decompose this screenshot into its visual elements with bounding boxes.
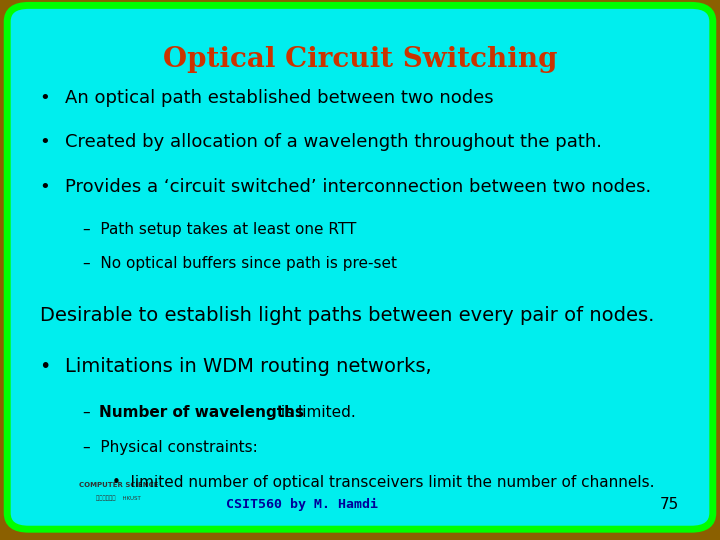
Text: Desirable to establish light paths between every pair of nodes.: Desirable to establish light paths betwe… (40, 306, 654, 325)
Text: Provides a ‘circuit switched’ interconnection between two nodes.: Provides a ‘circuit switched’ interconne… (65, 178, 651, 195)
Text: •: • (40, 357, 51, 376)
Text: Limitations in WDM routing networks,: Limitations in WDM routing networks, (65, 357, 431, 376)
Text: •: • (40, 178, 50, 195)
Text: Optical Circuit Switching: Optical Circuit Switching (163, 46, 557, 73)
Text: •  limited number of optical transceivers limit the number of channels.: • limited number of optical transceivers… (112, 475, 654, 490)
Text: COMPUTER SCIENCE: COMPUTER SCIENCE (79, 482, 158, 488)
Text: –  No optical buffers since path is pre-set: – No optical buffers since path is pre-s… (83, 256, 397, 271)
Text: –  Path setup takes at least one RTT: – Path setup takes at least one RTT (83, 222, 356, 237)
Text: Number of wavelengths: Number of wavelengths (99, 405, 305, 420)
Text: •: • (40, 133, 50, 151)
Text: •: • (40, 89, 50, 107)
Text: 計算機科學系    HKUST: 計算機科學系 HKUST (96, 495, 141, 501)
Text: is limited.: is limited. (276, 405, 356, 420)
Text: –  Physical constraints:: – Physical constraints: (83, 440, 258, 455)
Text: An optical path established between two nodes: An optical path established between two … (65, 89, 493, 107)
Text: Created by allocation of a wavelength throughout the path.: Created by allocation of a wavelength th… (65, 133, 602, 151)
Text: 75: 75 (660, 497, 679, 512)
Text: –: – (83, 405, 100, 420)
Text: CSIT560 by M. Hamdi: CSIT560 by M. Hamdi (226, 498, 379, 511)
